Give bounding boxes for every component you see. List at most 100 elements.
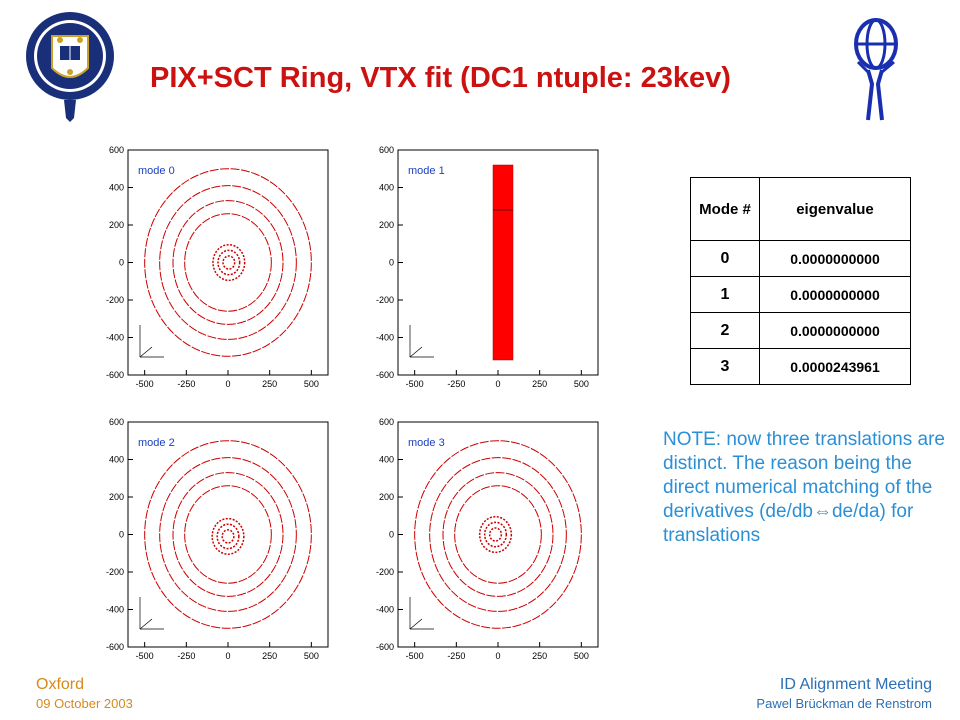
y-tick-label: -400	[106, 333, 124, 343]
x-tick-label: -500	[136, 379, 154, 389]
table-row: 0 0.0000000000	[690, 240, 911, 277]
y-tick-label: -200	[106, 295, 124, 305]
x-tick-label: 250	[262, 379, 277, 389]
plot-mode-3: 600 400 200 0 -200 -400 -600 -500 -250 0 250 500 mod…	[376, 417, 599, 661]
gizmo-axis	[139, 618, 153, 630]
inner-ring	[478, 515, 513, 554]
mode-bar	[492, 164, 514, 361]
plot-mode-1: 600 400 200 0 -200 -400 -600 -500 -250 0 250 500 mod…	[376, 145, 599, 389]
footer-place: Oxford	[36, 676, 85, 693]
y-tick-label: -600	[106, 370, 124, 380]
note-text: NOTE: now three translations are distinc…	[663, 429, 945, 546]
inner-ring	[221, 529, 235, 544]
y-tick-label: 600	[109, 145, 124, 155]
footer-meeting: ID Alignment Meeting	[779, 676, 932, 693]
x-tick-label: 500	[304, 651, 319, 661]
mode-label: mode 3	[408, 437, 445, 449]
mode-cell: 3	[690, 348, 760, 385]
table-header-mode: Mode #	[690, 177, 760, 241]
x-tick-label: 250	[262, 651, 277, 661]
mode-label: mode 2	[138, 437, 175, 449]
table-header-eigenvalue: eigenvalue	[759, 177, 911, 241]
outer-ring	[414, 440, 582, 629]
y-tick-label: 400	[109, 455, 124, 465]
outer-ring	[159, 457, 297, 612]
outer-ring	[144, 440, 312, 629]
x-tick-label: 250	[532, 379, 547, 389]
x-tick-label: 250	[532, 651, 547, 661]
inner-ring	[488, 527, 503, 542]
x-tick-label: 0	[495, 379, 500, 389]
mode-label: mode 0	[138, 165, 175, 177]
y-tick-label: -200	[376, 295, 394, 305]
x-tick-label: 500	[574, 379, 589, 389]
y-tick-label: 200	[379, 492, 394, 502]
y-tick-label: 400	[379, 183, 394, 193]
table-row: 3 0.0000243961	[690, 348, 911, 385]
outer-ring	[144, 168, 312, 357]
oxford-crest-icon	[26, 12, 114, 122]
table-row: 2 0.0000000000	[690, 312, 911, 349]
y-tick-label: -400	[106, 605, 124, 615]
footer-right: ID Alignment Meeting Pawel Brückman de R…	[756, 676, 932, 711]
outer-ring	[172, 472, 284, 597]
inner-ring	[211, 517, 245, 555]
gizmo-axis	[139, 346, 153, 358]
y-tick-label: 0	[119, 530, 124, 540]
y-tick-label: 600	[109, 417, 124, 427]
outer-ring	[184, 485, 272, 584]
x-tick-label: -250	[447, 379, 465, 389]
inner-ring	[222, 255, 236, 270]
y-tick-label: 0	[389, 530, 394, 540]
y-tick-label: -600	[376, 370, 394, 380]
eigenvalue-table: Mode # eigenvalue 0 0.0000000000 1 0.000…	[690, 177, 911, 385]
y-tick-label: 400	[109, 183, 124, 193]
x-tick-label: -250	[177, 379, 195, 389]
y-tick-label: 200	[109, 220, 124, 230]
y-tick-label: 0	[389, 258, 394, 268]
y-tick-label: -600	[106, 642, 124, 652]
outer-ring	[429, 457, 567, 612]
page-title: PIX+SCT Ring, VTX fit (DC1 ntuple: 23kev…	[150, 62, 731, 94]
y-tick-label: 200	[109, 492, 124, 502]
outer-ring	[184, 213, 272, 312]
inner-ring	[212, 243, 246, 282]
x-tick-label: 500	[574, 651, 589, 661]
outer-ring	[159, 185, 297, 340]
x-tick-label: 0	[495, 651, 500, 661]
x-tick-label: -500	[136, 651, 154, 661]
outer-ring	[442, 472, 554, 597]
x-tick-label: 500	[304, 379, 319, 389]
outer-ring	[172, 200, 284, 325]
eigenvalue-cell: 0.0000000000	[759, 240, 911, 277]
y-tick-label: -200	[106, 567, 124, 577]
plot-frame	[397, 421, 599, 648]
plot-frame	[127, 421, 329, 648]
y-tick-label: 200	[379, 220, 394, 230]
inner-ring	[217, 249, 241, 276]
mode-cell: 1	[690, 276, 760, 313]
eigenvalue-cell: 0.0000000000	[759, 312, 911, 349]
eigenvalue-cell: 0.0000000000	[759, 276, 911, 313]
eigenvalue-cell: 0.0000243961	[759, 348, 911, 385]
plot-frame	[127, 149, 329, 376]
gizmo-axis	[409, 346, 423, 358]
x-tick-label: -250	[177, 651, 195, 661]
atlas-logo-icon	[854, 18, 898, 121]
x-tick-label: -500	[406, 379, 424, 389]
inner-ring	[216, 523, 240, 550]
mode-label: mode 1	[408, 165, 445, 177]
y-tick-label: 400	[379, 455, 394, 465]
footer-left: Oxford 09 October 2003	[36, 676, 133, 711]
y-tick-label: 600	[379, 145, 394, 155]
outer-ring	[454, 485, 542, 584]
mode-cell: 0	[690, 240, 760, 277]
y-tick-label: 600	[379, 417, 394, 427]
footer-author: Pawel Brückman de Renstrom	[756, 696, 932, 711]
gizmo-axis	[409, 618, 423, 630]
y-tick-label: -200	[376, 567, 394, 577]
mode-cell: 2	[690, 312, 760, 349]
x-tick-label: 0	[225, 651, 230, 661]
plot-mode-0: 600 400 200 0 -200 -400 -600 -500 -250 0 250 500 mod…	[106, 145, 329, 389]
x-tick-label: -500	[406, 651, 424, 661]
